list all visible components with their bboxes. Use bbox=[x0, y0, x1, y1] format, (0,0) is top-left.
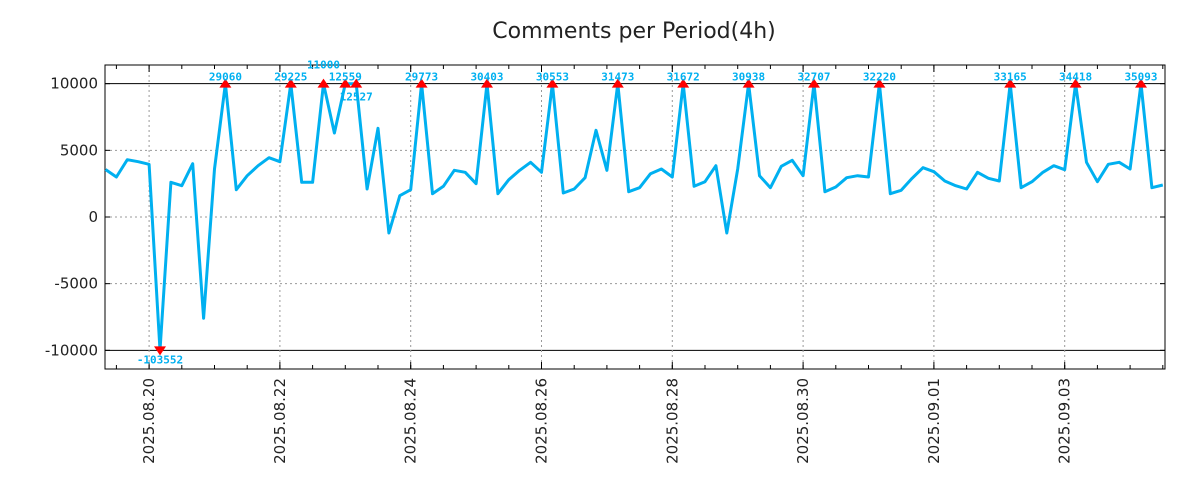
x-tick-label: 2025.08.30 bbox=[794, 378, 812, 464]
x-tick-label: 2025.08.22 bbox=[271, 378, 289, 464]
data-label: 29225 bbox=[274, 71, 307, 84]
data-label: 31672 bbox=[667, 71, 700, 84]
peak-marker bbox=[742, 78, 755, 88]
data-label: -103552 bbox=[137, 353, 183, 366]
peak-marker bbox=[1004, 78, 1017, 88]
x-tick-label: 2025.08.28 bbox=[663, 378, 681, 464]
data-label: 29060 bbox=[209, 71, 242, 84]
data-label: 12527 bbox=[340, 91, 373, 104]
y-tick-label: 5000 bbox=[60, 141, 98, 159]
plot-frame bbox=[104, 64, 1166, 370]
peak-marker bbox=[808, 78, 820, 88]
peak-marker bbox=[1069, 78, 1082, 88]
y-tick-label: -10000 bbox=[45, 341, 98, 359]
series bbox=[104, 82, 1164, 352]
trough-marker bbox=[154, 346, 166, 356]
peak-marker bbox=[611, 78, 624, 88]
data-label: 32707 bbox=[797, 71, 830, 84]
x-tick-label: 2025.09.01 bbox=[925, 378, 943, 464]
x-tick-label: 2025.08.24 bbox=[402, 378, 420, 464]
y-tick-label: -5000 bbox=[54, 275, 98, 293]
peak-marker bbox=[339, 78, 352, 88]
axes: 10000 5000 0 -5000 -10000 2025.08.20 2025.08.2… bbox=[45, 64, 1166, 464]
data-label: 33165 bbox=[994, 71, 1027, 84]
x-tick-label: 2025.09.03 bbox=[1056, 378, 1074, 464]
peak-marker bbox=[1135, 78, 1147, 88]
peak-marker bbox=[350, 78, 363, 88]
peak-marker bbox=[677, 78, 690, 88]
data-label: 29773 bbox=[405, 71, 438, 84]
series-line bbox=[104, 82, 1164, 352]
y-tick-label: 10000 bbox=[50, 75, 98, 93]
data-label: 32220 bbox=[863, 71, 896, 84]
peak-marker bbox=[415, 78, 428, 88]
peak-marker bbox=[219, 78, 232, 88]
x-tick-label: 2025.08.26 bbox=[533, 378, 551, 464]
peak-marker bbox=[284, 78, 297, 88]
data-label: 12559 bbox=[329, 71, 362, 84]
peak-marker bbox=[873, 78, 886, 88]
chart-title: Comments per Period(4h) bbox=[492, 19, 776, 44]
data-label: 34418 bbox=[1059, 71, 1092, 84]
x-tick-label: 2025.08.20 bbox=[140, 378, 158, 464]
peak-marker bbox=[481, 78, 493, 88]
data-label: 31473 bbox=[601, 71, 634, 84]
data-label: 11000 bbox=[307, 59, 340, 72]
data-label: 30403 bbox=[470, 71, 503, 84]
y-tick-label: 0 bbox=[88, 208, 98, 226]
peak-marker bbox=[546, 78, 559, 88]
peak-marker bbox=[317, 78, 330, 88]
data-label: 30553 bbox=[536, 71, 569, 84]
data-label: 35093 bbox=[1124, 71, 1157, 84]
data-label: 30938 bbox=[732, 71, 765, 84]
